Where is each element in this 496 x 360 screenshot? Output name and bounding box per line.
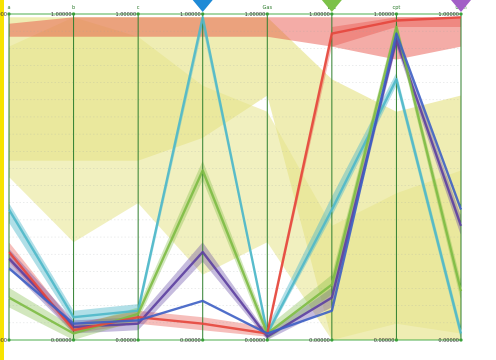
tick-label: 1.00000 (309, 12, 330, 18)
tick-label: 0.00000 (115, 338, 136, 344)
axis-top-handle[interactable] (265, 12, 269, 16)
axis-top-handle[interactable] (7, 12, 11, 16)
tick-label: 0.00000 (438, 338, 459, 344)
axis-bottom-handle[interactable] (265, 338, 269, 342)
series-line-0 (7, 16, 463, 335)
axis-top-handle[interactable] (394, 12, 399, 16)
tick-label: 0.00000 (245, 338, 266, 344)
tick-label: 0.00000 (51, 338, 72, 344)
axis-top-handle[interactable] (459, 12, 463, 16)
axis-bottom-handle[interactable] (459, 338, 463, 342)
tick-label: 1.00000 (245, 12, 266, 18)
axis-bottom-handle[interactable] (136, 338, 140, 342)
tick-label: 0.00000 (309, 338, 330, 344)
tick-label: 1.00000 (0, 12, 7, 18)
axis-header-0: a (7, 5, 10, 11)
tick-label: 1.00000 (180, 12, 201, 18)
axis-top-handle[interactable] (330, 12, 334, 16)
tick-label: 1.00000 (438, 12, 459, 18)
axis-bottom-handle[interactable] (330, 338, 334, 342)
band-2 (9, 17, 461, 60)
tick-label: 0.00000 (374, 338, 395, 344)
axis-top-handle[interactable] (201, 12, 205, 16)
axis-bottom-handle[interactable] (7, 338, 11, 342)
axis-bottom-handle[interactable] (201, 338, 205, 342)
filter-marker-Bre[interactable] (321, 0, 342, 12)
series-line-3 (8, 16, 462, 335)
band-5 (9, 33, 461, 340)
series-line-4 (8, 32, 463, 335)
filter-marker-d[interactable] (192, 0, 213, 12)
grid-layer (9, 13, 461, 341)
tick-label: 1.00000 (115, 12, 136, 18)
axis-top-handle[interactable] (71, 12, 76, 16)
tick-label: 0.00000 (180, 338, 201, 344)
axis-header-4: Gas (263, 5, 273, 11)
axis-top-handle[interactable] (136, 12, 140, 16)
axis-bottom-handle[interactable] (71, 338, 76, 342)
marker-layer (192, 0, 471, 12)
tick-label: 1.00000 (374, 12, 395, 18)
filter-marker-uten[interactable] (451, 0, 471, 12)
left-highlight-strip (0, 0, 4, 360)
axis-header-1: b (72, 5, 75, 11)
axis-bottom-handle[interactable] (394, 338, 399, 342)
tick-label: 0.00000 (0, 338, 7, 344)
series-layer (7, 16, 463, 338)
series-line-2 (8, 25, 463, 335)
axis-header-6: cpt (392, 5, 400, 11)
axis-layer (7, 12, 463, 342)
header-layer: abcdGasBrecptuten (7, 5, 466, 11)
tick-label: 1.00000 (51, 12, 72, 18)
tick-layer: 0.00000 1.00000 0.00000 1.00000 0.00000 1.000… (0, 12, 459, 344)
axis-header-2: c (137, 5, 140, 11)
